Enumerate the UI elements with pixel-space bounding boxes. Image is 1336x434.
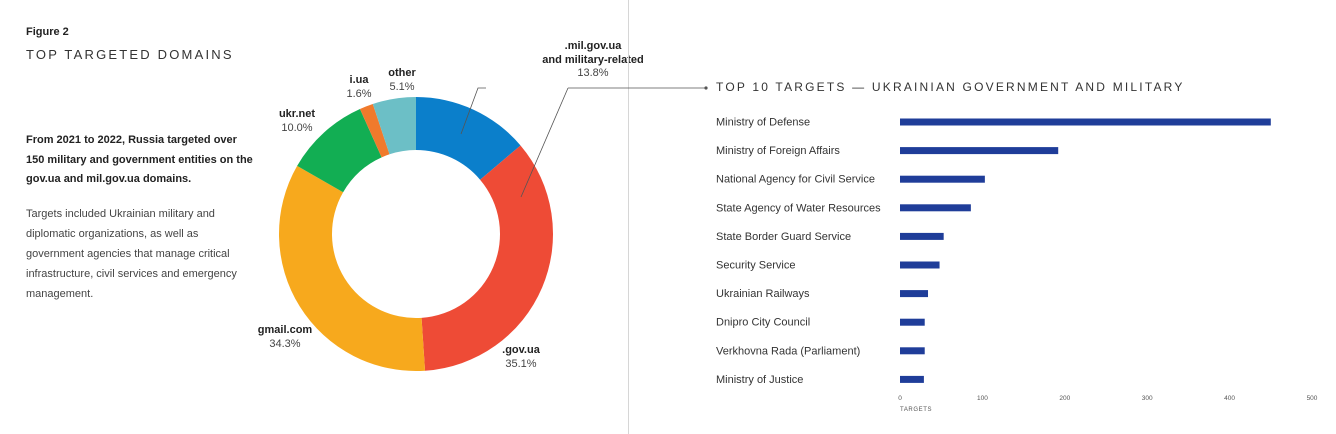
bar-verkhovna-rada-parliament <box>900 347 925 355</box>
bar-label-state-border-guard-service: State Border Guard Service <box>716 231 851 243</box>
lead-text: From 2021 to 2022, Russia targeted over … <box>26 134 253 185</box>
bar-ministry-of-justice <box>900 375 924 383</box>
bar-chart-title: TOP 10 TARGETS — UKRAINIAN GOVERNMENT AN… <box>716 80 1185 94</box>
figure-title: TOP TARGETED DOMAINS <box>26 47 234 62</box>
bar-dnipro-city-council <box>900 318 925 326</box>
donut-slice-mil-gov-ua <box>416 97 521 180</box>
bar-ukrainian-railways <box>900 290 929 298</box>
divider <box>628 0 629 434</box>
donut-label-gov-ua: .gov.ua 35.1% <box>502 344 540 370</box>
donut-label-i-ua: i.ua 1.6% <box>346 74 372 100</box>
bar-state-agency-of-water-resources <box>900 204 971 212</box>
donut-slice-other <box>372 97 416 155</box>
bar-label-security-service: Security Service <box>716 260 795 272</box>
bar-label-ukrainian-railways: Ukrainian Railways <box>716 288 810 300</box>
body-text: Targets included Ukrainian military and … <box>26 208 237 300</box>
donut-label-gmail-com: gmail.com 34.3% <box>257 324 313 350</box>
x-tick-0: 0 <box>898 395 902 402</box>
connector-dot <box>704 86 708 90</box>
bar-label-national-agency-for-civil-service: National Agency for Civil Service <box>716 174 875 186</box>
x-axis-label: TARGETS <box>900 407 932 413</box>
bar-label-ministry-of-defense: Ministry of Defense <box>716 117 810 129</box>
bar-security-service <box>900 261 940 269</box>
x-tick-300: 300 <box>1142 395 1153 402</box>
bar-ministry-of-foreign-affairs <box>900 147 1059 155</box>
bar-ministry-of-defense <box>900 118 1271 126</box>
x-tick-100: 100 <box>977 395 988 402</box>
bar-state-border-guard-service <box>900 232 944 240</box>
donut-label-other: other 5.1% <box>388 67 416 93</box>
donut-label-ukr-net: ukr.net 10.0% <box>278 108 316 134</box>
bar-national-agency-for-civil-service <box>900 175 985 183</box>
donut-slice-ukr-net <box>297 108 382 193</box>
x-tick-200: 200 <box>1059 395 1070 402</box>
bar-label-ministry-of-justice: Ministry of Justice <box>716 374 803 386</box>
bar-label-ministry-of-foreign-affairs: Ministry of Foreign Affairs <box>716 145 840 157</box>
donut-slice-i-ua <box>359 103 390 158</box>
donut-label-mil-gov-ua: .mil.gov.ua and military-related 13.8% <box>542 40 644 79</box>
x-tick-400: 400 <box>1224 395 1235 402</box>
bar-label-state-agency-of-water-resources: State Agency of Water Resources <box>716 202 881 214</box>
donut-slice-gmail-com <box>278 165 426 371</box>
leader-line-gov <box>520 87 569 198</box>
bar-label-verkhovna-rada-parliament: Verkhovna Rada (Parliament) <box>716 345 860 357</box>
bar-label-dnipro-city-council: Dnipro City Council <box>716 317 810 329</box>
donut-slice-gov-ua <box>421 145 553 371</box>
x-tick-500: 500 <box>1307 395 1318 402</box>
figure-label: Figure 2 <box>26 26 69 38</box>
leader-line-mil <box>460 87 486 135</box>
donut-chart <box>278 87 553 371</box>
